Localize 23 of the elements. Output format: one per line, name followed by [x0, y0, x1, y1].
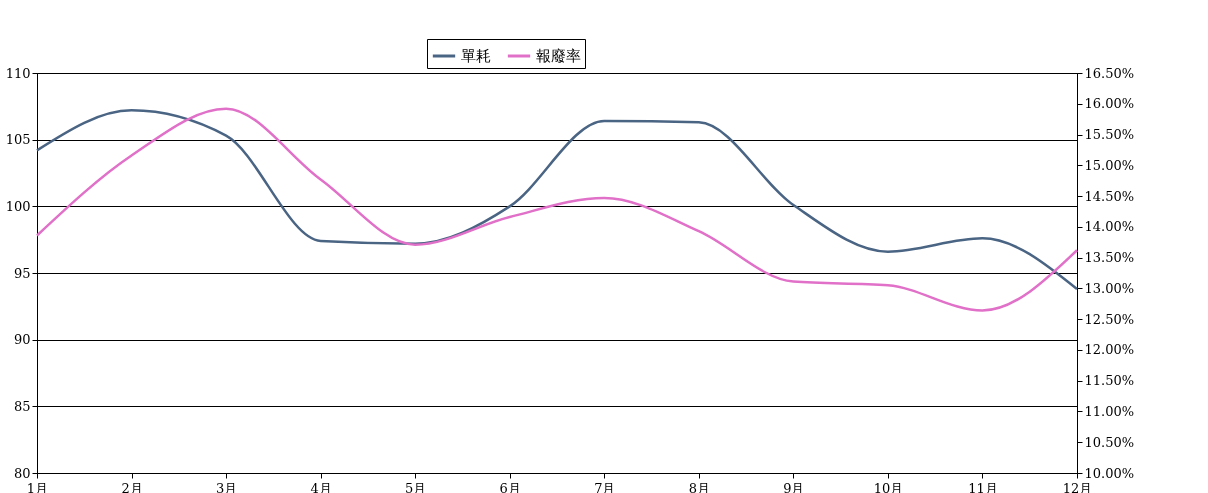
y2-tick-label: 15.50%: [1084, 127, 1135, 143]
y2-tick-label: 16.00%: [1084, 96, 1135, 112]
y2-tick-label: 12.00%: [1084, 342, 1135, 358]
y-tick-label: 105: [5, 132, 31, 148]
y-tick-label: 95: [13, 265, 31, 281]
y2-tick-label: 15.00%: [1084, 157, 1135, 173]
y2-tick-label: 16.50%: [1084, 65, 1135, 81]
y-tick-label: 100: [5, 198, 31, 214]
y2-tick-label: 14.50%: [1084, 188, 1135, 204]
y-tick-label: 80: [13, 465, 31, 481]
y-tick-label: 90: [13, 332, 31, 348]
y2-tick-label: 10.00%: [1084, 465, 1135, 481]
y2-tick-label: 11.50%: [1084, 373, 1135, 389]
y2-tick-label: 12.50%: [1084, 311, 1135, 327]
y2-tick-label: 11.00%: [1084, 403, 1135, 419]
y-tick-label: 85: [13, 398, 31, 414]
legend-label: 報廢率: [536, 47, 581, 65]
y-tick-label: 110: [5, 65, 31, 81]
y2-tick-label: 13.50%: [1084, 250, 1135, 266]
y2-tick-label: 14.00%: [1084, 219, 1135, 235]
y2-tick-label: 13.00%: [1084, 280, 1135, 296]
legend-label: 單耗: [461, 47, 491, 65]
y2-tick-label: 10.50%: [1084, 434, 1135, 450]
